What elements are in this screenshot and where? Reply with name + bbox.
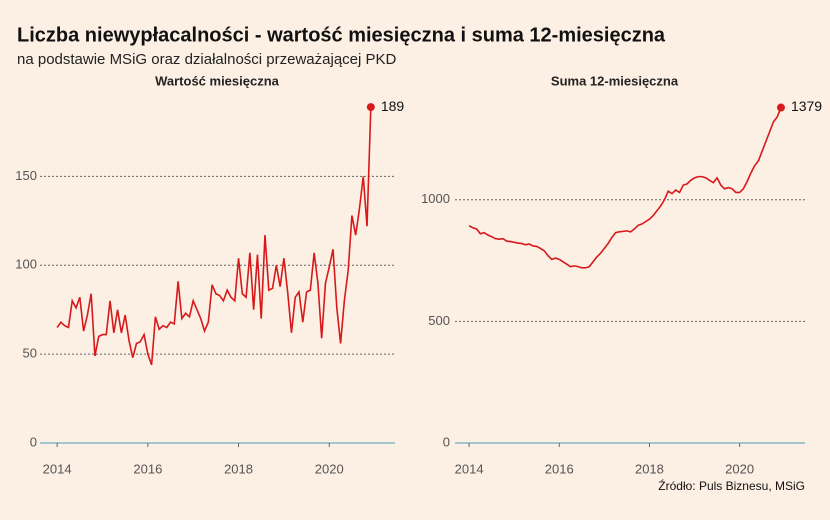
y-tick-label: 500 — [428, 313, 450, 328]
y-tick-label: 50 — [23, 346, 37, 361]
chart-subtitle: na podstawie MSiG oraz działalności prze… — [17, 51, 397, 68]
data-line — [56, 107, 372, 366]
end-point — [776, 103, 785, 112]
panel-title: Suma 12-miesięczna — [551, 73, 679, 88]
chart-title: Liczba niewypłacalności - wartość miesię… — [17, 24, 666, 46]
x-tick-label: 2014 — [43, 461, 72, 476]
end-point — [366, 103, 375, 112]
x-tick-label: 2020 — [725, 461, 754, 476]
y-tick-label: 150 — [15, 168, 37, 183]
y-tick-label: 100 — [15, 257, 37, 272]
y-tick-label: 1000 — [421, 191, 450, 206]
end-label: 189 — [381, 98, 405, 114]
x-tick-label: 2016 — [133, 461, 162, 476]
y-tick-label: 0 — [443, 434, 450, 449]
y-tick-label: 0 — [30, 434, 37, 449]
x-tick-label: 2018 — [224, 461, 253, 476]
x-tick-label: 2016 — [545, 461, 574, 476]
x-tick-label: 2018 — [635, 461, 664, 476]
source: Źródło: Puls Biznesu, MSiG — [658, 478, 805, 493]
x-tick-label: 2014 — [455, 461, 484, 476]
panel-title: Wartość miesięczna — [155, 73, 280, 88]
x-tick-label: 2020 — [315, 461, 344, 476]
data-line — [468, 107, 782, 269]
end-label: 1379 — [791, 98, 822, 114]
